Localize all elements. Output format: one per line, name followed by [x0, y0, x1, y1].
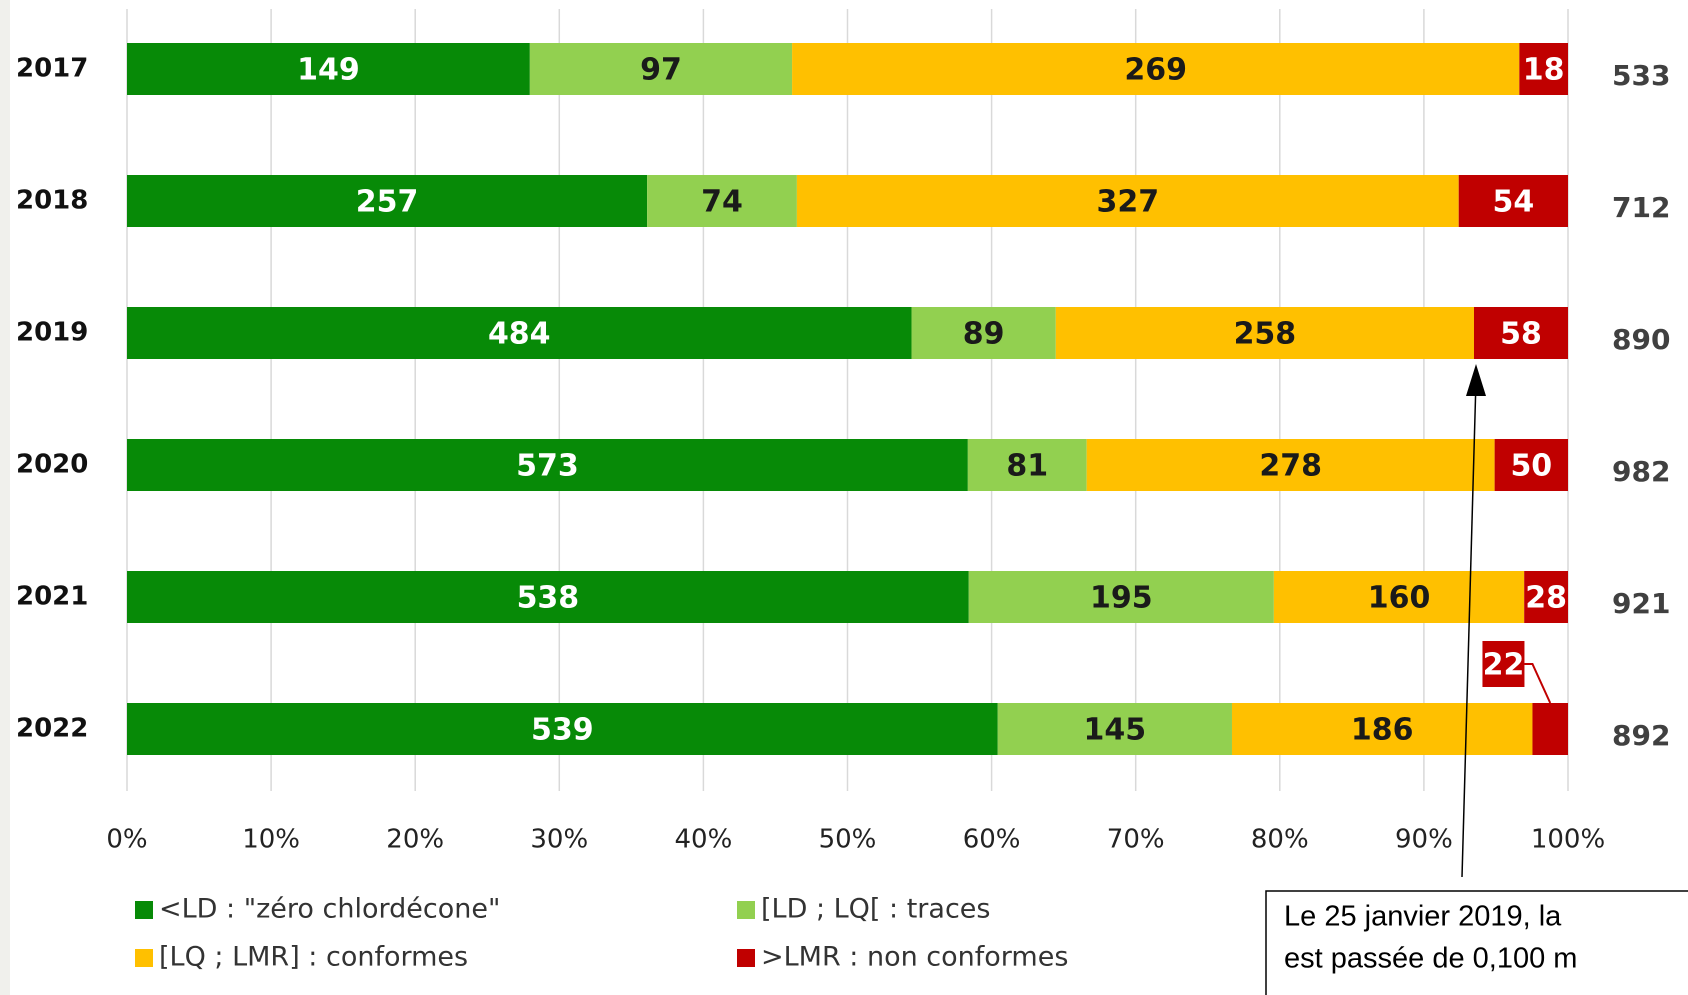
y-tick-label: 2020	[16, 450, 88, 480]
data-label: 54	[1492, 185, 1534, 220]
legend-swatch	[135, 949, 153, 967]
legend: <LD : "zéro chlordécone" [LD ; LQ[ : trac…	[135, 894, 1068, 973]
data-label: 97	[640, 53, 682, 88]
data-label: 269	[1124, 53, 1187, 88]
annotation-text: est passée de 0,100 m	[1284, 943, 1577, 975]
bar-segment	[127, 439, 968, 491]
bar-segment	[647, 175, 797, 227]
x-tick-label: 60%	[963, 825, 1021, 855]
row-total: 921	[1612, 587, 1670, 620]
annotation: Le 25 janvier 2019, la est passée de 0,10…	[1265, 364, 1688, 995]
data-label: 74	[701, 185, 743, 220]
bar-segment	[1086, 439, 1495, 491]
bar-segment	[127, 703, 998, 755]
y-tick-label: 2017	[16, 54, 88, 84]
bar-segment	[127, 175, 648, 227]
data-label: 484	[488, 317, 551, 352]
legend-label: [LD ; LQ[ : traces	[761, 894, 990, 925]
bar-segment	[1519, 43, 1568, 95]
x-tick-label: 0%	[106, 825, 147, 855]
data-label: 18	[1523, 53, 1565, 88]
bar-segment	[1473, 307, 1568, 359]
annotation-box	[1265, 890, 1688, 995]
legend-swatch	[135, 901, 153, 919]
x-tick-label: 100%	[1531, 825, 1605, 855]
data-label: 145	[1084, 713, 1147, 748]
data-label: 538	[517, 581, 580, 616]
bar-segment	[1494, 439, 1568, 491]
legend-label: >LMR : non conformes	[761, 942, 1068, 973]
bar-segment	[1055, 307, 1474, 359]
data-label: 278	[1259, 449, 1322, 484]
bar-segment	[1458, 175, 1568, 227]
bar-segment	[127, 43, 530, 95]
data-label: 22	[1483, 648, 1525, 683]
bar-segment	[997, 703, 1232, 755]
row-total: 533	[1612, 59, 1670, 92]
data-label-box	[1482, 641, 1525, 687]
x-tick-label: 50%	[819, 825, 877, 855]
bar-segment	[1231, 703, 1533, 755]
row-total: 712	[1612, 191, 1670, 224]
labels: 0% 10% 20% 30% 40% 50% 60% 70% 80% 90% 100% 2017 149…	[16, 53, 1670, 855]
row-total: 892	[1612, 719, 1670, 752]
legend-label: [LQ ; LMR] : conformes	[159, 942, 468, 973]
bar-segment	[1273, 571, 1525, 623]
bar-segment	[1532, 703, 1568, 755]
data-label: 160	[1368, 581, 1431, 616]
legend-label: <LD : "zéro chlordécone"	[159, 894, 500, 925]
x-tick-label: 40%	[675, 825, 733, 855]
bar-segment	[127, 571, 969, 623]
y-tick-label: 2021	[16, 582, 88, 612]
row-total: 982	[1612, 455, 1670, 488]
bar-segment	[792, 43, 1520, 95]
bar-segment	[967, 439, 1087, 491]
legend-swatch	[737, 901, 755, 919]
data-label: 149	[297, 53, 360, 88]
data-label: 573	[516, 449, 579, 484]
bar-segment	[796, 175, 1459, 227]
x-tick-label: 30%	[530, 825, 588, 855]
data-label: 186	[1351, 713, 1414, 748]
x-tick-label: 90%	[1395, 825, 1453, 855]
data-label: 28	[1525, 581, 1567, 616]
arrow-head	[1466, 364, 1486, 396]
data-label: 81	[1006, 449, 1048, 484]
callout-line	[1524, 663, 1552, 704]
bar-segment	[529, 43, 793, 95]
data-label: 195	[1090, 581, 1153, 616]
annotation-arrow	[1461, 379, 1477, 878]
bar-segment	[127, 307, 912, 359]
y-tick-label: 2019	[16, 318, 88, 348]
x-tick-label: 10%	[242, 825, 300, 855]
data-label: 50	[1510, 449, 1552, 484]
x-tick-label: 20%	[386, 825, 444, 855]
data-label: 58	[1500, 317, 1542, 352]
y-tick-label: 2022	[16, 714, 88, 744]
left-edge	[0, 0, 10, 995]
bar-segment	[911, 307, 1056, 359]
x-tick-label: 80%	[1251, 825, 1309, 855]
data-label: 89	[963, 317, 1005, 352]
bar-segment	[1524, 571, 1568, 623]
bar-segment	[968, 571, 1274, 623]
legend-swatch	[737, 949, 755, 967]
data-label: 539	[531, 713, 594, 748]
data-label: 258	[1234, 317, 1297, 352]
data-label: 257	[356, 185, 419, 220]
grid	[126, 9, 1569, 791]
y-tick-label: 2018	[16, 186, 88, 216]
annotation-text: Le 25 janvier 2019, la	[1284, 901, 1562, 933]
bars	[127, 43, 1568, 755]
data-label: 327	[1096, 185, 1159, 220]
x-tick-label: 70%	[1107, 825, 1165, 855]
row-total: 890	[1612, 323, 1670, 356]
